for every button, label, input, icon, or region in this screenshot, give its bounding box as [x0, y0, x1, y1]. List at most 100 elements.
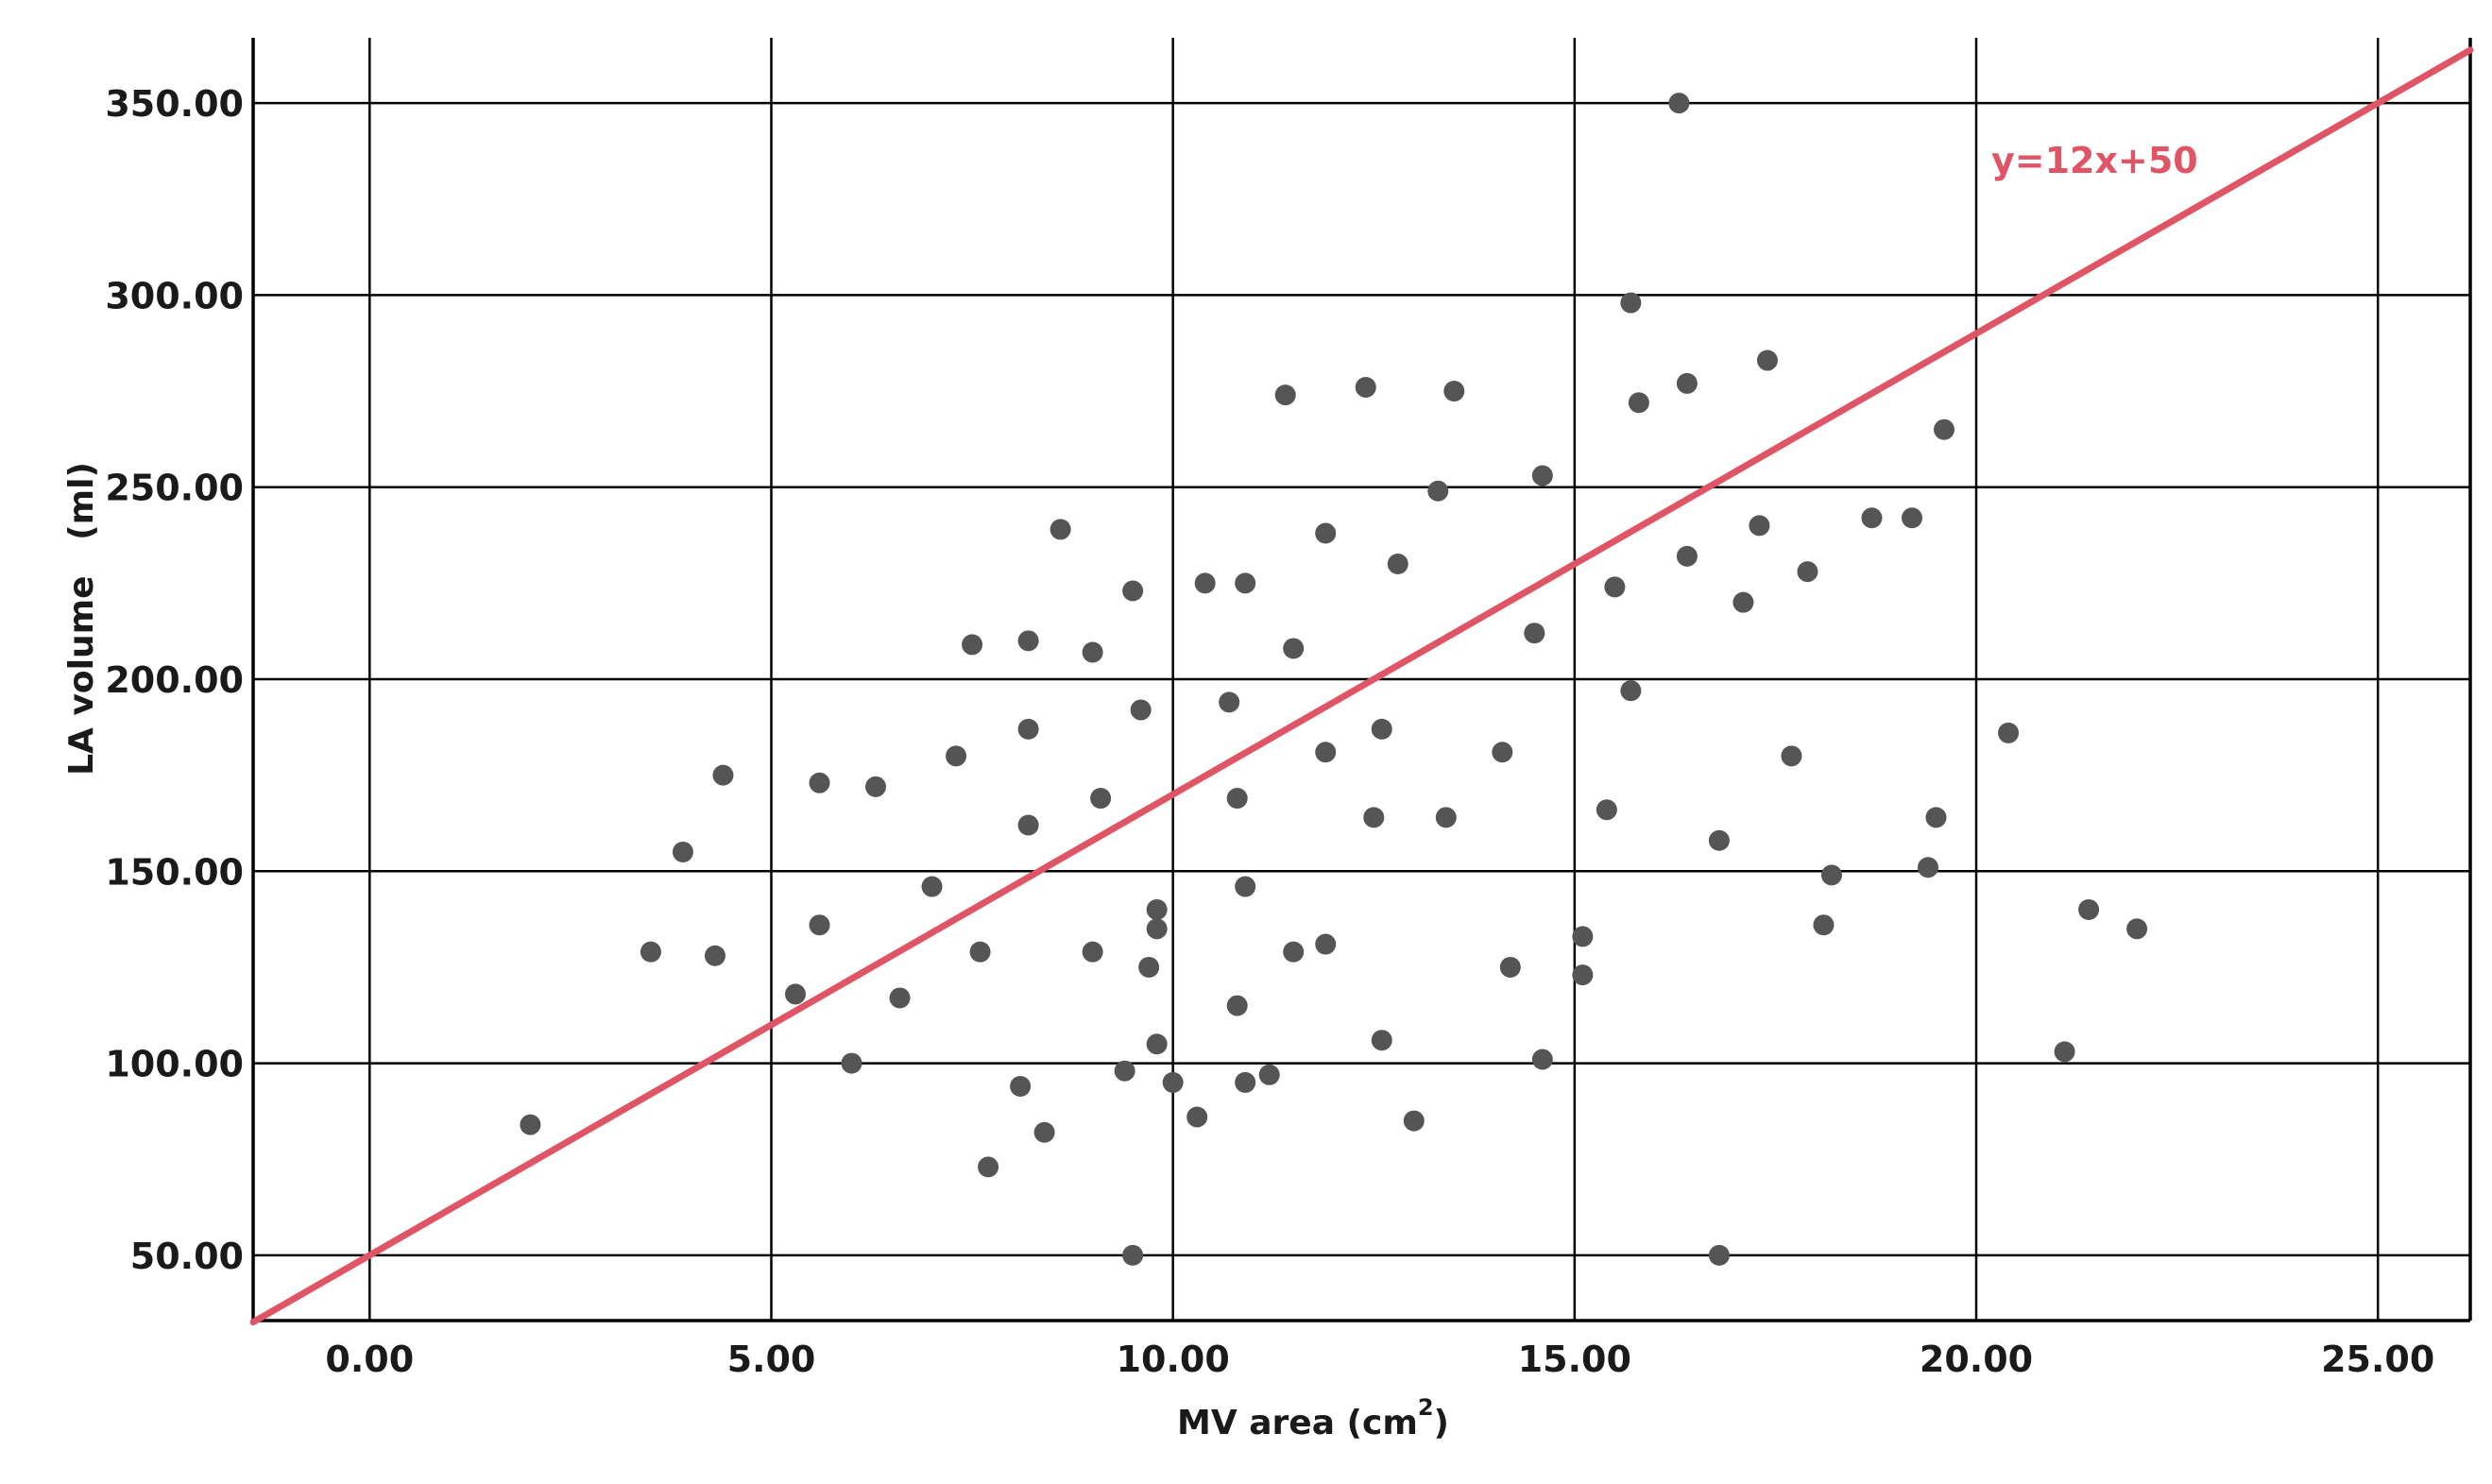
x-tick-label: 0.00	[325, 1339, 414, 1380]
data-point	[1090, 788, 1112, 810]
data-point	[1387, 554, 1408, 575]
data-point	[809, 914, 830, 936]
data-point	[1274, 384, 1296, 406]
data-point	[1283, 638, 1305, 659]
data-point	[1235, 572, 1256, 594]
data-points	[520, 93, 2148, 1266]
y-axis-title: LA volume (ml)	[62, 462, 101, 776]
data-point	[1499, 956, 1521, 978]
data-point	[946, 745, 967, 767]
y-tick-labels: 50.00 100.00 150.00 200.00 250.00 300.00 350.0…	[105, 83, 244, 1277]
data-point	[1315, 522, 1337, 544]
data-point	[1122, 1244, 1144, 1266]
data-point	[1226, 788, 1248, 810]
data-point	[1017, 814, 1039, 836]
data-point	[1226, 995, 1248, 1016]
data-point	[1813, 914, 1835, 936]
fit-line-group	[249, 46, 2474, 1326]
data-point	[1235, 1071, 1256, 1093]
data-point	[704, 945, 725, 966]
data-point	[520, 1114, 541, 1135]
data-point	[1531, 1049, 1553, 1070]
data-point	[1082, 641, 1103, 663]
data-point	[1194, 572, 1216, 594]
data-point	[2054, 1041, 2075, 1063]
data-point	[1492, 742, 1513, 763]
data-point	[1620, 680, 1642, 702]
data-point	[1925, 807, 1947, 828]
x-axis-title-superscript: 2	[1418, 1394, 1434, 1421]
data-point	[1435, 807, 1457, 828]
data-point	[1572, 926, 1594, 947]
data-point	[1676, 372, 1698, 394]
data-point	[2078, 898, 2100, 920]
data-point	[1749, 515, 1770, 537]
x-axis-title: MV area (cm2)	[1177, 1394, 1449, 1442]
data-point	[1283, 941, 1305, 963]
data-point	[1010, 1075, 1032, 1097]
data-point	[1596, 799, 1617, 821]
data-point	[1443, 381, 1465, 402]
data-point	[1363, 807, 1385, 828]
data-point	[1315, 742, 1337, 763]
x-axis-title-text: MV area (cm	[1177, 1404, 1418, 1442]
y-tick-label: 50.00	[130, 1236, 244, 1277]
data-point	[1918, 857, 1939, 878]
data-point	[1219, 691, 1240, 713]
data-point	[1186, 1106, 1208, 1128]
data-point	[1371, 718, 1392, 740]
data-point	[1820, 864, 1842, 886]
data-point	[921, 876, 943, 897]
data-point	[1050, 519, 1071, 540]
x-tick-labels: 0.00 5.00 10.00 15.00 20.00 25.00	[325, 1339, 2434, 1380]
y-tick-label: 250.00	[105, 468, 244, 509]
data-point	[841, 1052, 862, 1074]
data-point	[962, 634, 983, 656]
y-tick-label: 200.00	[105, 659, 244, 701]
data-point	[1138, 956, 1160, 978]
data-point	[784, 983, 806, 1005]
data-point	[1122, 580, 1144, 602]
data-point	[1628, 392, 1649, 414]
data-point	[1162, 1071, 1184, 1093]
x-tick-label: 20.00	[1920, 1339, 2033, 1380]
y-tick-label: 150.00	[105, 851, 244, 893]
x-axis-title-suffix: )	[1434, 1404, 1449, 1442]
data-point	[712, 764, 734, 786]
data-point	[978, 1156, 999, 1178]
data-point	[1017, 630, 1039, 652]
fit-equation-label: y=12x+50	[1991, 140, 2198, 181]
y-tick-label: 300.00	[105, 275, 244, 316]
data-point	[809, 772, 830, 793]
data-point	[1082, 941, 1103, 963]
data-point	[1146, 918, 1168, 940]
x-tick-label: 5.00	[727, 1339, 816, 1380]
data-point	[1781, 745, 1802, 767]
data-point	[640, 941, 661, 963]
data-point	[1524, 623, 1545, 644]
data-point	[1315, 933, 1337, 955]
data-point	[1934, 418, 1955, 440]
data-point	[969, 941, 991, 963]
data-point	[1017, 718, 1039, 740]
data-point	[1258, 1064, 1280, 1085]
data-point	[1235, 876, 1256, 897]
x-tick-label: 15.00	[1518, 1339, 1631, 1380]
data-point	[1708, 1244, 1730, 1266]
data-point	[1146, 898, 1168, 920]
data-point	[2126, 918, 2148, 940]
x-tick-label: 25.00	[2321, 1339, 2434, 1380]
data-point	[1604, 576, 1626, 598]
data-point	[1572, 964, 1594, 986]
data-point	[1676, 545, 1698, 567]
data-point	[889, 987, 911, 1009]
data-point	[1427, 480, 1449, 502]
data-point	[1620, 292, 1642, 314]
data-point	[1531, 465, 1553, 486]
y-tick-label: 350.00	[105, 83, 244, 125]
data-point	[865, 776, 887, 797]
data-point	[1371, 1030, 1392, 1051]
data-point	[1355, 376, 1376, 398]
